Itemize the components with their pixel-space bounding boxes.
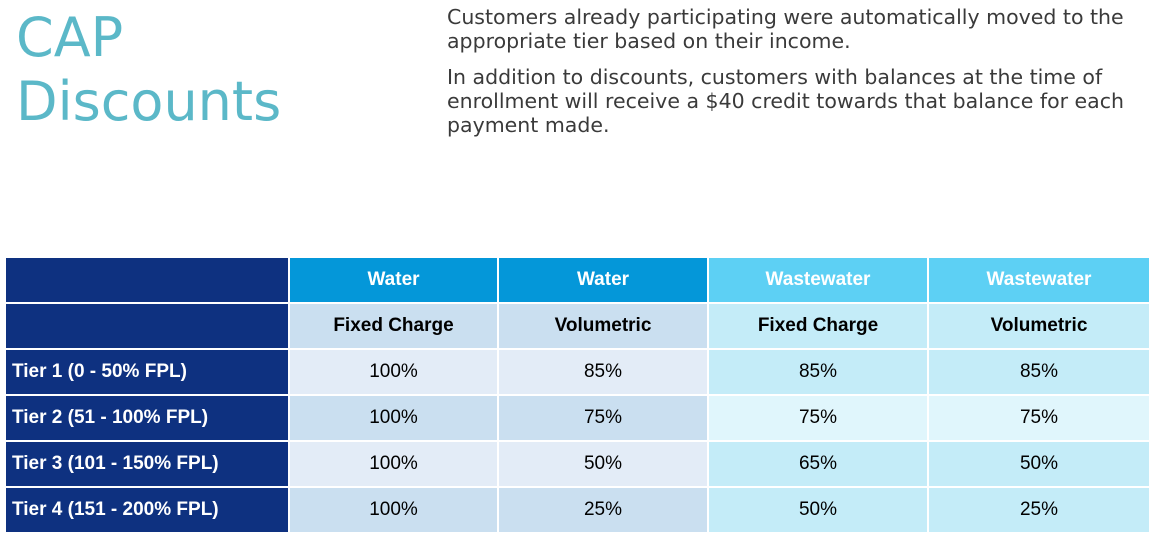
tier-label: Tier 1 (0 - 50% FPL)	[4, 348, 290, 396]
table-cell: 85%	[497, 348, 709, 396]
discount-table: Water Water Wastewater Wastewater Fixed …	[4, 256, 1151, 534]
slide-title: CAP Discounts	[16, 6, 416, 134]
header-corner-cell	[4, 256, 290, 304]
slide-title-line-2: Discounts	[16, 70, 282, 133]
slide-title-line-1: CAP	[16, 6, 124, 69]
table-row-tier-3: Tier 3 (101 - 150% FPL) 100% 50% 65% 50%	[4, 440, 1151, 488]
table-cell: 50%	[927, 440, 1151, 488]
table-cell: 65%	[707, 440, 929, 488]
table-cell: 100%	[288, 394, 499, 442]
header-wastewater-volumetric: Wastewater	[927, 256, 1151, 304]
table-cell: 100%	[288, 440, 499, 488]
table-cell: 75%	[927, 394, 1151, 442]
tier-label: Tier 3 (101 - 150% FPL)	[4, 440, 290, 488]
subheader-corner-cell	[4, 302, 290, 350]
table-header-row: Water Water Wastewater Wastewater	[4, 256, 1151, 304]
header-water-fixed: Water	[288, 256, 499, 304]
table-cell: 50%	[497, 440, 709, 488]
table-row-tier-2: Tier 2 (51 - 100% FPL) 100% 75% 75% 75%	[4, 394, 1151, 442]
body-paragraph-2: In addition to discounts, customers with…	[447, 65, 1124, 137]
table-cell: 85%	[707, 348, 929, 396]
table-row-tier-1: Tier 1 (0 - 50% FPL) 100% 85% 85% 85%	[4, 348, 1151, 396]
header-water-volumetric: Water	[497, 256, 709, 304]
subheader-water-volumetric: Volumetric	[497, 302, 709, 350]
table-cell: 50%	[707, 486, 929, 534]
table-cell: 25%	[927, 486, 1151, 534]
tier-label: Tier 4 (151 - 200% FPL)	[4, 486, 290, 534]
table-cell: 75%	[497, 394, 709, 442]
table-cell: 100%	[288, 486, 499, 534]
table-cell: 25%	[497, 486, 709, 534]
header-wastewater-fixed: Wastewater	[707, 256, 929, 304]
subheader-wastewater-volumetric: Volumetric	[927, 302, 1151, 350]
table-cell: 85%	[927, 348, 1151, 396]
table-cell: 75%	[707, 394, 929, 442]
table-subheader-row: Fixed Charge Volumetric Fixed Charge Vol…	[4, 302, 1151, 350]
subheader-water-fixed-charge: Fixed Charge	[288, 302, 499, 350]
table-cell: 100%	[288, 348, 499, 396]
tier-label: Tier 2 (51 - 100% FPL)	[4, 394, 290, 442]
body-paragraph-1: Customers already participating were aut…	[447, 5, 1124, 53]
body-text: Customers already participating were aut…	[447, 5, 1147, 149]
subheader-wastewater-fixed-charge: Fixed Charge	[707, 302, 929, 350]
table-row-tier-4: Tier 4 (151 - 200% FPL) 100% 25% 50% 25%	[4, 486, 1151, 534]
